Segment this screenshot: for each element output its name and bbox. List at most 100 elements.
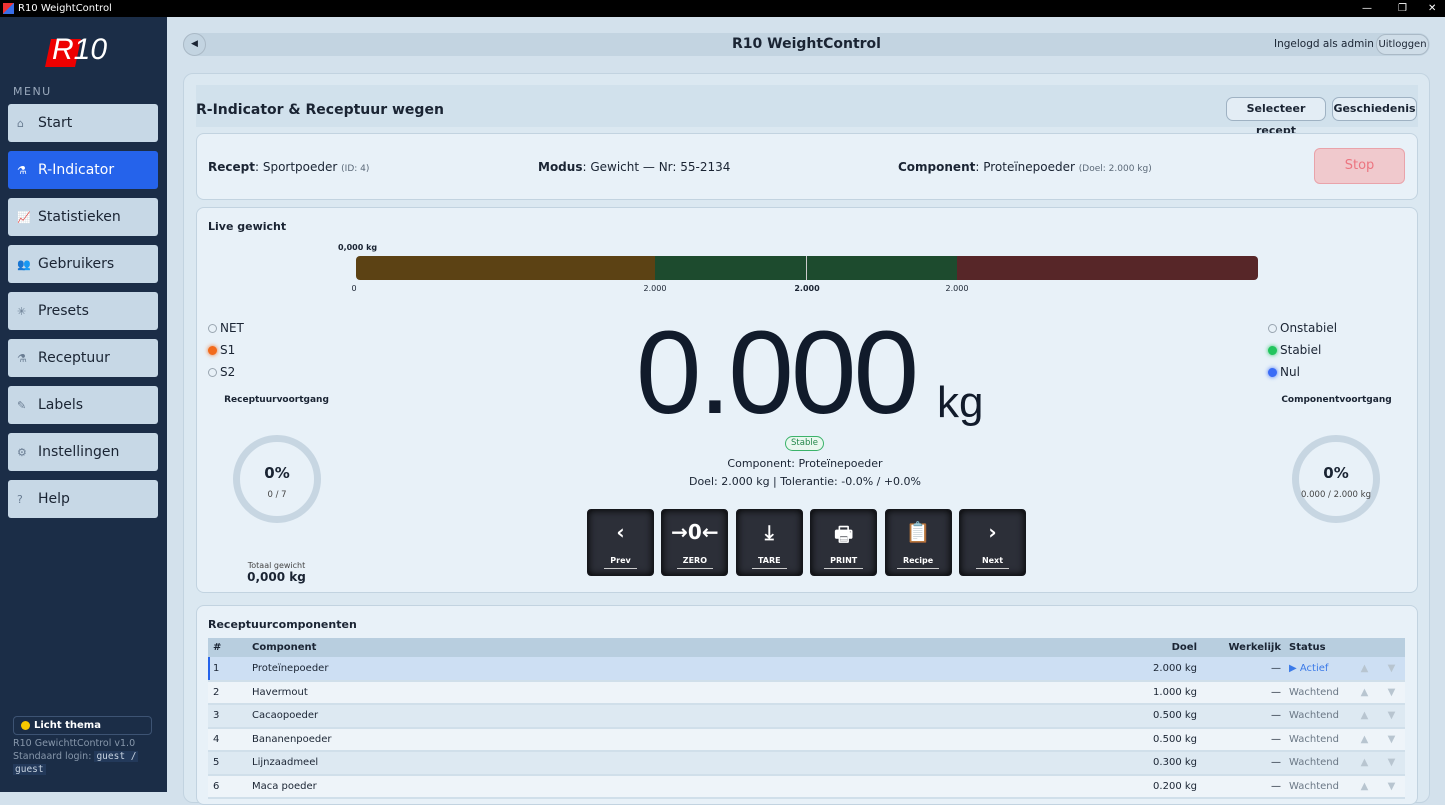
sidebar-item-label: Help xyxy=(38,491,70,507)
row-status: Wachtend xyxy=(1281,680,1351,705)
row-number: 1 xyxy=(208,657,252,682)
sidebar-item-r-indicator[interactable]: ⚗ R-Indicator xyxy=(8,151,158,189)
zero-button[interactable]: →0← ZERO xyxy=(661,509,729,576)
table-row[interactable]: 4 Bananenpoeder 0.500 kg — Wachtend ▲ ▼ xyxy=(208,727,1405,752)
stop-button[interactable]: Stop xyxy=(1314,148,1405,184)
move-down-button[interactable]: ▼ xyxy=(1378,727,1405,752)
col-component: Component xyxy=(252,638,1097,657)
component-line: Component: Proteïnepoeder xyxy=(727,457,883,470)
sidebar-item-labels[interactable]: ✎ Labels xyxy=(8,386,158,424)
sidebar-item-start[interactable]: ⌂ Start xyxy=(8,104,158,142)
row-component: Cacaopoeder xyxy=(252,704,1097,729)
table-row[interactable]: 3 Cacaopoeder 0.500 kg — Wachtend ▲ ▼ xyxy=(208,704,1405,729)
indicator-s2: S2 xyxy=(208,365,235,379)
logout-button[interactable]: Uitloggen xyxy=(1376,34,1429,55)
move-up-button[interactable]: ▲ xyxy=(1351,657,1378,682)
move-down-button[interactable]: ▼ xyxy=(1378,751,1405,776)
recipe-info: Recept: Sportpoeder (ID: 4) xyxy=(208,160,370,174)
component-progress-percent: 0% xyxy=(1323,464,1349,482)
component-label: Component xyxy=(898,160,976,174)
move-up-button[interactable]: ▲ xyxy=(1351,680,1378,705)
sidebar-item-label: Receptuur xyxy=(38,350,110,366)
sidebar-item-receptuur[interactable]: ⚗ Receptuur xyxy=(8,339,158,377)
next-button[interactable]: › Next xyxy=(959,509,1026,576)
row-component: Maca poeder xyxy=(252,774,1097,799)
bar-tick: 2.000 xyxy=(794,284,820,293)
table-row[interactable]: 5 Lijnzaadmeel 0.300 kg — Wachtend ▲ ▼ xyxy=(208,751,1405,776)
sidebar-item-presets[interactable]: ✳ Presets xyxy=(8,292,158,330)
prev-button[interactable]: ‹ Prev xyxy=(587,509,654,576)
move-down-button[interactable]: ▼ xyxy=(1378,704,1405,729)
print-button[interactable]: 🖶 PRINT xyxy=(810,509,878,576)
row-goal: 0.500 kg xyxy=(1097,727,1197,752)
indicator-dot-icon xyxy=(208,367,217,377)
sidebar-item-statistieken[interactable]: 📈 Statistieken xyxy=(8,198,158,236)
sidebar-item-help[interactable]: ? Help xyxy=(8,480,158,518)
table-row[interactable]: 6 Maca poeder 0.200 kg — Wachtend ▲ ▼ xyxy=(208,774,1405,799)
col-actual: Werkelijk xyxy=(1197,638,1281,657)
select-recipe-button[interactable]: Selecteer recept xyxy=(1226,97,1326,137)
move-down-button[interactable]: ▼ xyxy=(1378,657,1405,682)
recipe-progress-label: Receptuurvoortgang xyxy=(224,395,329,405)
row-goal: 1.000 kg xyxy=(1097,680,1197,705)
recipe-info-card xyxy=(196,133,1418,200)
row-status: Wachtend xyxy=(1281,704,1351,729)
login-prefix: Standaard login: xyxy=(13,751,92,762)
row-component: Proteïnepoeder xyxy=(252,657,1097,682)
header-bar: R10 WeightControl ◀ Ingelogd als admin U… xyxy=(183,33,1430,56)
bar-value-label: 0,000 kg xyxy=(338,243,378,252)
tare-button[interactable]: ⤓ TARE xyxy=(735,509,803,576)
indicator-label: Onstabiel xyxy=(1280,321,1338,335)
version-info: R10 GewichttControl v1.0 Standaard login:… xyxy=(13,737,139,776)
indicator-label: S1 xyxy=(220,343,236,357)
move-up-button[interactable]: ▲ xyxy=(1351,727,1378,752)
history-button[interactable]: Geschiedenis xyxy=(1332,97,1417,121)
recipe-progress: Receptuurvoortgang 0% 0 / 7 Totaal gewich… xyxy=(210,395,343,584)
bar-target-segment xyxy=(655,256,957,280)
sidebar-item-label: Gebruikers xyxy=(38,256,115,272)
minimize-button[interactable]: — xyxy=(1362,3,1372,14)
tare-icon: ⤓ xyxy=(764,520,774,544)
table-row[interactable]: 1 Proteïnepoeder 2.000 kg — ▶ Actief ▲ ▼ xyxy=(208,657,1405,682)
sidebar-item-instellingen[interactable]: ⚙ Instellingen xyxy=(8,433,158,471)
back-button[interactable]: ◀ xyxy=(183,33,206,56)
theme-label: Licht thema xyxy=(34,720,101,731)
recipe-value: Sportpoeder xyxy=(262,160,338,174)
indicator-dot-icon xyxy=(208,323,217,333)
page-header xyxy=(196,85,1418,127)
row-component: Bananenpoeder xyxy=(252,727,1097,752)
button-label: Recipe xyxy=(896,556,940,569)
indicator-label: Stabiel xyxy=(1280,343,1322,357)
row-actual: — xyxy=(1197,657,1281,682)
recipe-button[interactable]: 📋 Recipe xyxy=(884,509,952,576)
help-icon: ? xyxy=(17,492,23,506)
maximize-button[interactable]: ❐ xyxy=(1398,3,1407,14)
component-progress-label: Componentvoortgang xyxy=(1281,395,1392,405)
chevron-right-icon: › xyxy=(988,520,997,544)
weight-unit: kg xyxy=(937,378,984,427)
col-goal: Doel xyxy=(1097,638,1197,657)
close-button[interactable]: ✕ xyxy=(1428,3,1437,14)
sidebar-item-label: Statistieken xyxy=(38,209,121,225)
button-label: Prev xyxy=(604,556,637,569)
row-status: ▶ Actief xyxy=(1281,657,1351,682)
logged-in-user: Ingelogd als admin xyxy=(1274,38,1374,50)
row-number: 4 xyxy=(208,727,252,752)
flask-icon: ⚗ xyxy=(17,163,27,177)
weight-display: 0.000 xyxy=(635,307,919,439)
bar-under-segment xyxy=(356,256,655,280)
move-up-button[interactable]: ▲ xyxy=(1351,774,1378,799)
move-down-button[interactable]: ▼ xyxy=(1378,774,1405,799)
row-actual: — xyxy=(1197,751,1281,776)
row-actual: — xyxy=(1197,774,1281,799)
table-row[interactable]: 2 Havermout 1.000 kg — Wachtend ▲ ▼ xyxy=(208,680,1405,705)
sidebar: R10 MENU ⌂ Start ⚗ R-Indicator 📈 Statistieken… xyxy=(0,17,167,792)
move-up-button[interactable]: ▲ xyxy=(1351,751,1378,776)
theme-toggle[interactable]: Licht thema xyxy=(13,716,152,735)
move-up-button[interactable]: ▲ xyxy=(1351,704,1378,729)
goal-line: Doel: 2.000 kg | Tolerantie: -0.0% / +0.… xyxy=(688,475,922,488)
move-down-button[interactable]: ▼ xyxy=(1378,680,1405,705)
window-title: R10 WeightControl xyxy=(18,3,112,14)
sidebar-item-gebruikers[interactable]: 👥 Gebruikers xyxy=(8,245,158,283)
total-weight-label: Totaal gewicht xyxy=(247,561,306,570)
